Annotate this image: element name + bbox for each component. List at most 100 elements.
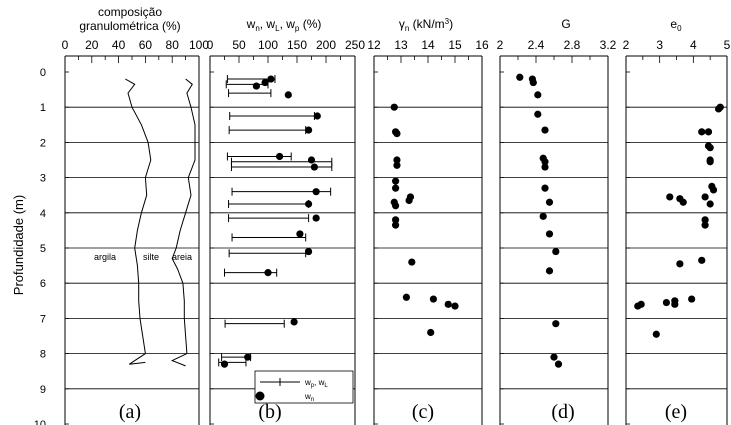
y-tick-label: 2 (40, 137, 46, 149)
x-tick-label: 0 (62, 38, 69, 52)
panel-d: G (d) (551, 17, 574, 423)
data-point (392, 202, 399, 209)
x-tick-label: 3.2 (600, 38, 617, 52)
data-point (698, 128, 705, 135)
y-axis-label: Profundidade (m) (11, 195, 26, 295)
wn-point (305, 248, 312, 255)
data-point (638, 301, 645, 308)
wn-point (305, 126, 312, 133)
panel-c-letter: (c) (412, 401, 434, 423)
data-point (710, 186, 717, 193)
data-point (653, 331, 660, 338)
wn-point (264, 269, 271, 276)
data-point (707, 158, 714, 165)
x-tick-label: 200 (316, 38, 336, 52)
panel-b-letter: (b) (258, 401, 281, 423)
data-point (541, 163, 548, 170)
x-tick-label: 250 (345, 38, 365, 52)
x-tick-label: 20 (85, 38, 99, 52)
x-tick-label: 13 (394, 38, 408, 52)
data-point (516, 74, 523, 81)
x-tick-label: 150 (287, 38, 307, 52)
x-tick-label: 2 (497, 38, 504, 52)
y-tick-label: 4 (40, 208, 46, 220)
x-tick-label: 2 (623, 38, 630, 52)
x-tick-label: 50 (232, 38, 246, 52)
data-point (546, 230, 553, 237)
data-point (393, 162, 400, 169)
x-tick-label: 15 (448, 38, 462, 52)
wn-point (221, 361, 228, 368)
data-point (702, 193, 709, 200)
x-tick-label: 0 (207, 38, 214, 52)
data-point (705, 128, 712, 135)
wn-point (313, 214, 320, 221)
x-tick-label: 14 (421, 38, 435, 52)
data-point (391, 104, 398, 111)
y-axis: 0 1 2 3 4 5 6 7 8 9 10 (34, 67, 46, 425)
data-point (546, 199, 553, 206)
data-point (702, 222, 709, 229)
panel-b-title: wn, wL, wp (%) (246, 17, 322, 33)
data-point (534, 111, 541, 118)
y-tick-label: 0 (40, 67, 46, 79)
y-tick-label: 6 (40, 278, 46, 290)
panel-a-region-label-areia: areia (172, 252, 192, 262)
panel-a-region-label-argila: argila (94, 252, 116, 262)
data-point (666, 193, 673, 200)
x-tick-label: 12 (367, 38, 381, 52)
panel-e-letter: (e) (665, 401, 687, 423)
legend-box (255, 371, 353, 403)
wn-point (308, 156, 315, 163)
x-tick-label: 40 (112, 38, 126, 52)
y-tick-label: 5 (40, 243, 46, 255)
data-point (707, 200, 714, 207)
data-point (555, 361, 562, 368)
data-point (550, 354, 557, 361)
y-tick-label: 3 (40, 173, 46, 185)
x-tick-label: 100 (258, 38, 278, 52)
data-point (408, 258, 415, 265)
data-point (715, 105, 722, 112)
data-point (546, 267, 553, 274)
panel-e-title: e0 (670, 17, 682, 33)
data-point (427, 329, 434, 336)
y-tick-label: 10 (34, 419, 46, 425)
wn-point (262, 79, 269, 86)
data-point (676, 260, 683, 267)
x-tick-label: 5 (724, 38, 731, 52)
x-tick-label: 4 (690, 38, 697, 52)
panel-c: γn (kN/m3) (c) (399, 17, 453, 423)
wn-point (314, 112, 321, 119)
panel-a-letter: (a) (119, 401, 141, 423)
wn-point (253, 82, 260, 89)
data-point (393, 130, 400, 137)
legend-wn-marker (256, 392, 265, 401)
data-point (552, 320, 559, 327)
data-point (707, 144, 714, 151)
panel-a-title-line2: granulométrica (%) (79, 19, 180, 33)
panel-c-title: γn (kN/m3) (399, 17, 453, 33)
wn-point (291, 318, 298, 325)
x-tick-label: 60 (139, 38, 153, 52)
data-point (530, 79, 537, 86)
data-point (688, 295, 695, 302)
y-tick-label: 7 (40, 313, 46, 325)
wn-point (276, 153, 283, 160)
wn-point (244, 354, 251, 361)
data-point (407, 193, 414, 200)
data-point (445, 301, 452, 308)
y-tick-label: 9 (40, 384, 46, 396)
wn-point (285, 91, 292, 98)
data-point (541, 126, 548, 133)
data-point (451, 302, 458, 309)
y-tick-label: 1 (40, 102, 46, 114)
x-tick-label: 16 (475, 38, 489, 52)
data-point (430, 295, 437, 302)
wn-point (305, 200, 312, 207)
legend: wp, wL wn (255, 371, 353, 403)
grain-size-boundary-line (125, 79, 151, 364)
grain-size-boundary-line (172, 79, 195, 366)
x-tick-label: 3 (656, 38, 663, 52)
